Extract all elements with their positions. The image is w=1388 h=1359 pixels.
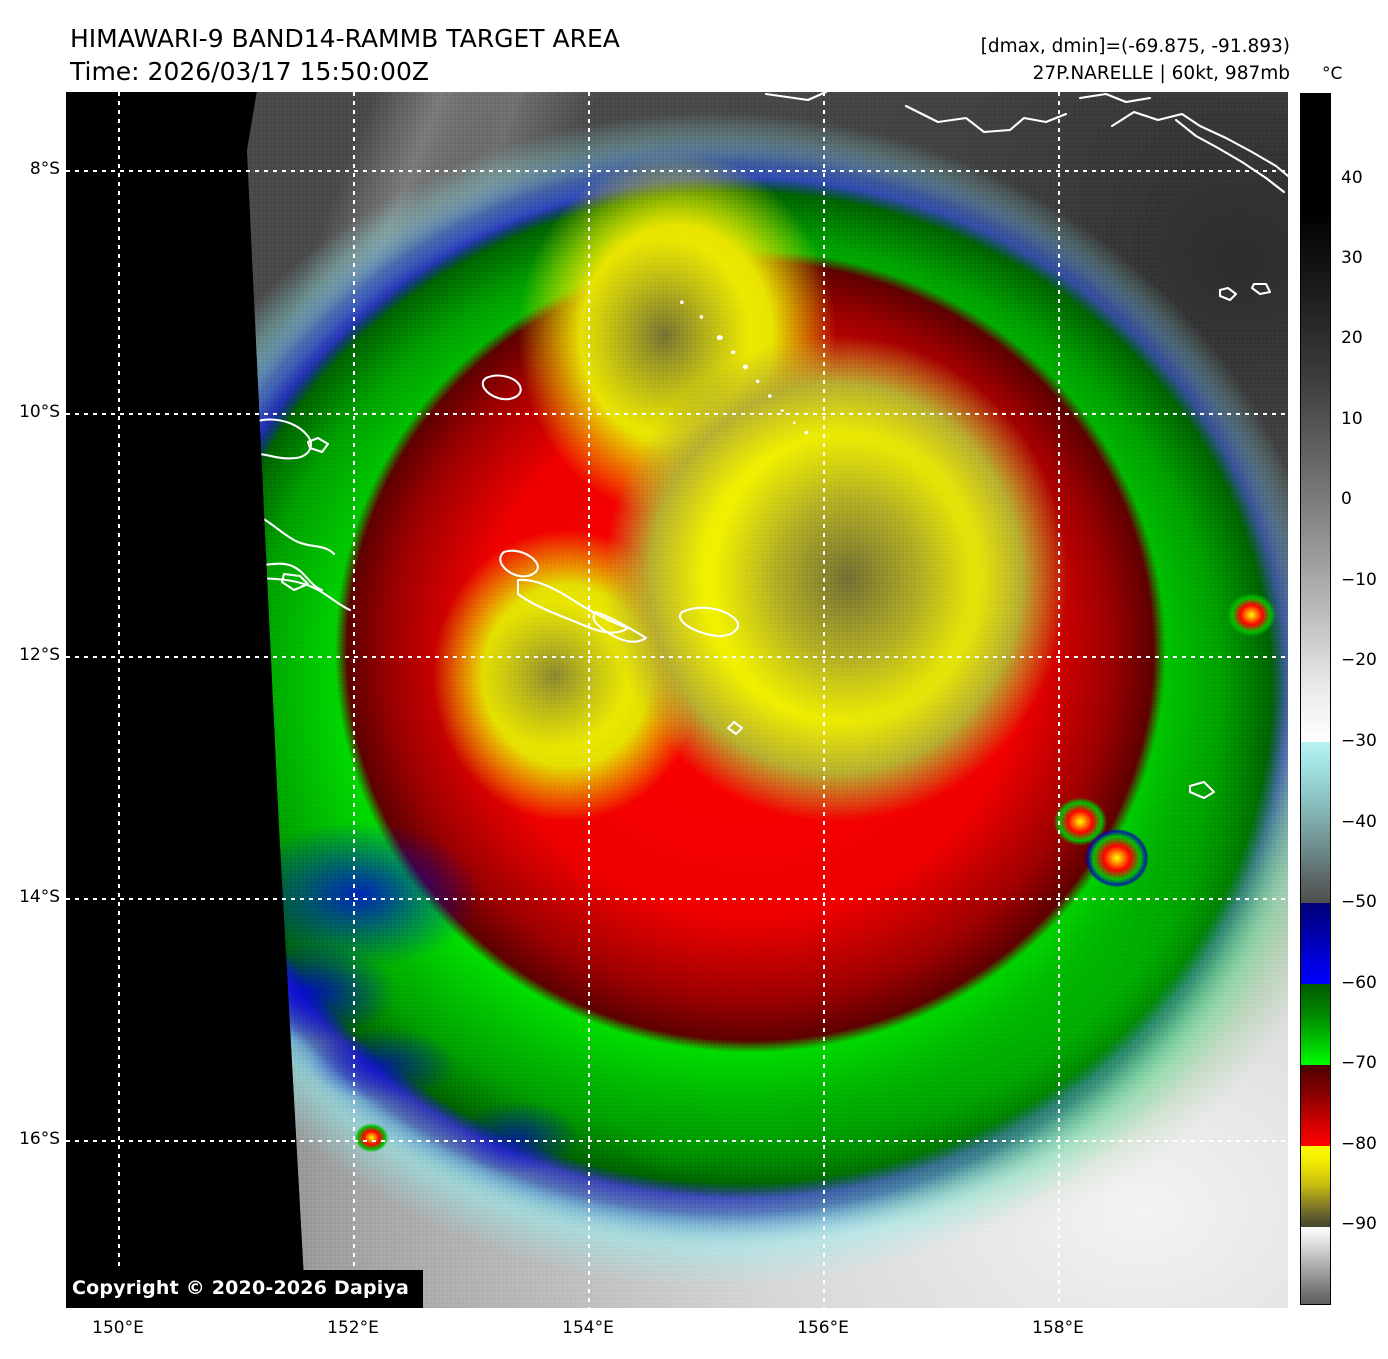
timestamp-label: Time: 2026/03/17 15:50:00Z <box>70 57 429 86</box>
storm-info-label: 27P.NARELLE | 60kt, 987mb <box>1032 62 1290 84</box>
colorbar-tick-m90: −90 <box>1341 1214 1377 1234</box>
temperature-colorbar[interactable] <box>1300 93 1331 1305</box>
colorbar-tick-0: 0 <box>1341 489 1352 509</box>
colorbar-tick-m40: −40 <box>1341 812 1377 832</box>
page-title: HIMAWARI-9 BAND14-RAMMB TARGET AREA <box>70 24 620 53</box>
colorbar-tick-m50: −50 <box>1341 892 1377 912</box>
colorbar-segment-red <box>1301 1065 1330 1146</box>
x-tick-label-156e: 156°E <box>797 1318 849 1338</box>
colorbar-tick-30: 30 <box>1341 248 1363 268</box>
copyright-label: Copyright © 2020-2026 Dapiya <box>66 1270 424 1308</box>
colorbar-tick-m30: −30 <box>1341 731 1377 751</box>
colorbar-tick-m60: −60 <box>1341 973 1377 993</box>
header-title-block: HIMAWARI-9 BAND14-RAMMB TARGET AREA Time… <box>70 22 620 88</box>
coastline-overlay <box>140 92 1288 800</box>
colorbar-unit-label: °C <box>1322 64 1343 84</box>
infrared-brightness-temperature-raster <box>66 92 1288 1308</box>
data-swath <box>246 92 1288 1308</box>
colorbar-segment-green <box>1301 984 1330 1065</box>
colorbar-segment-yellow-olive <box>1301 1146 1330 1227</box>
satellite-image-plot[interactable]: Copyright © 2020-2026 Dapiya <box>66 92 1288 1308</box>
dmax-dmin-label: [dmax, dmin]=(-69.875, -91.893) <box>980 36 1290 57</box>
x-tick-label-154e: 154°E <box>562 1318 614 1338</box>
colorbar-segment-cyan-gray <box>1301 742 1330 903</box>
colorbar-segment-blue <box>1301 903 1330 984</box>
header-metadata-block: [dmax, dmin]=(-69.875, -91.893) 27P.NARE… <box>981 34 1290 88</box>
colorbar-segment-coldest-gray <box>1301 1227 1330 1304</box>
colorbar-tick-20: 20 <box>1341 328 1363 348</box>
colorbar-tick-m20: −20 <box>1341 650 1377 670</box>
x-tick-label-150e: 150°E <box>92 1318 144 1338</box>
colorbar-tick-40: 40 <box>1341 168 1363 188</box>
colorbar-tick-m80: −80 <box>1341 1134 1377 1154</box>
colorbar-tick-10: 10 <box>1341 409 1363 429</box>
x-tick-label-152e: 152°E <box>327 1318 379 1338</box>
colorbar-segment-grayscale-warm <box>1301 94 1330 742</box>
colorbar-tick-m70: −70 <box>1341 1053 1377 1073</box>
x-tick-label-158e: 158°E <box>1032 1318 1084 1338</box>
colorbar-tick-m10: −10 <box>1341 570 1377 590</box>
